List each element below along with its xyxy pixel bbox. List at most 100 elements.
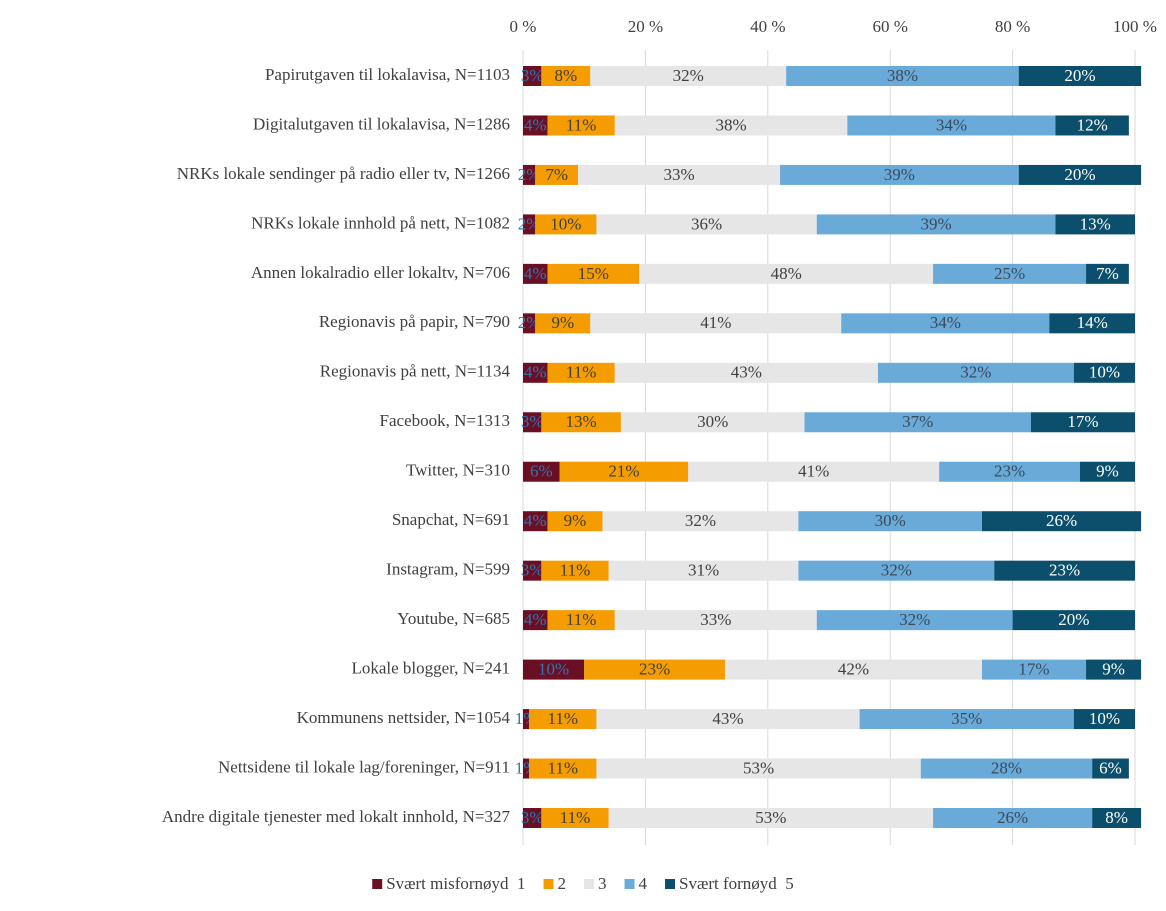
- data-label: 10%: [1089, 363, 1120, 382]
- data-label: 9%: [551, 313, 574, 332]
- data-label: 2%: [518, 313, 541, 332]
- legend-label: 3: [598, 874, 607, 893]
- y-tick-label: Regionavis på papir, N=790: [319, 312, 510, 331]
- data-label: 41%: [700, 313, 731, 332]
- data-label: 34%: [930, 313, 961, 332]
- bar-segment: [523, 214, 536, 235]
- bar-segment: [614, 610, 817, 631]
- bar-segment: [1092, 758, 1129, 779]
- legend-label: Svært misfornøyd 1: [386, 874, 525, 893]
- data-label: 7%: [545, 165, 568, 184]
- data-label: 20%: [1058, 610, 1089, 629]
- data-label: 9%: [1102, 660, 1125, 679]
- bar-segment: [578, 164, 781, 185]
- bar-segment: [596, 758, 921, 779]
- bar-segment: [1073, 709, 1135, 730]
- data-label: 9%: [564, 511, 587, 530]
- data-label: 3%: [521, 808, 544, 827]
- x-tick-label: 80 %: [995, 17, 1030, 36]
- bar-segment: [535, 313, 591, 334]
- bar-segment: [798, 511, 982, 532]
- bar-segment: [939, 461, 1080, 482]
- legend-swatch: [624, 879, 635, 889]
- x-tick-label: 100 %: [1113, 17, 1157, 36]
- x-tick-label: 0 %: [510, 17, 537, 36]
- data-label: 42%: [838, 660, 869, 679]
- data-label: 41%: [798, 462, 829, 481]
- bar-segment: [614, 362, 878, 383]
- bar-segment: [596, 214, 817, 235]
- data-label: 6%: [1099, 758, 1122, 777]
- bar-segment: [535, 214, 597, 235]
- data-label: 32%: [881, 561, 912, 580]
- bar-segment: [877, 362, 1074, 383]
- data-label: 10%: [550, 214, 581, 233]
- bar-segment: [523, 263, 548, 284]
- data-label: 11%: [548, 709, 579, 728]
- data-label: 34%: [936, 115, 967, 134]
- y-tick-label: NRKs lokale sendinger på radio eller tv,…: [177, 164, 510, 183]
- data-label: 8%: [555, 66, 578, 85]
- x-tick-label: 40 %: [750, 17, 785, 36]
- bar-segment: [541, 808, 609, 828]
- data-label: 4%: [524, 610, 547, 629]
- data-label: 32%: [673, 66, 704, 85]
- bar-segment: [529, 758, 597, 779]
- bar-segment: [602, 511, 799, 532]
- bar-segment: [584, 659, 725, 680]
- data-label: 11%: [566, 610, 597, 629]
- x-tick-label: 60 %: [872, 17, 907, 36]
- data-label: 36%: [691, 214, 722, 233]
- bar-segment: [608, 560, 799, 581]
- data-label: 20%: [1064, 66, 1095, 85]
- bar-segment: [1073, 362, 1135, 383]
- data-label: 32%: [899, 610, 930, 629]
- legend-label: Svært fornøyd 5: [679, 874, 794, 893]
- data-label: 38%: [887, 66, 918, 85]
- bar-segment: [1030, 412, 1135, 433]
- data-label: 11%: [560, 808, 591, 827]
- y-tick-label: Instagram, N=599: [386, 560, 510, 579]
- data-label: 30%: [697, 412, 728, 431]
- bar-segment: [523, 659, 585, 680]
- data-label: 32%: [685, 511, 716, 530]
- data-label: 13%: [566, 412, 597, 431]
- data-label: 2%: [518, 214, 541, 233]
- bar-segment: [816, 214, 1056, 235]
- bar-segment: [590, 313, 842, 334]
- data-label: 15%: [578, 264, 609, 283]
- data-label: 8%: [1105, 808, 1128, 827]
- data-label: 33%: [663, 165, 694, 184]
- data-label: 23%: [1049, 561, 1080, 580]
- bar-segment: [523, 362, 548, 383]
- data-label: 33%: [700, 610, 731, 629]
- bar-segment: [523, 412, 542, 433]
- data-label: 7%: [1096, 264, 1119, 283]
- data-label: 6%: [530, 462, 553, 481]
- y-tick-label: Andre digitale tjenester med lokalt innh…: [162, 807, 511, 826]
- data-label: 23%: [639, 660, 670, 679]
- data-label: 43%: [712, 709, 743, 728]
- legend-swatch: [543, 879, 554, 889]
- bar-segment: [798, 560, 995, 581]
- bar-segment: [523, 66, 542, 86]
- bar-segment: [535, 164, 579, 185]
- data-label: 53%: [755, 808, 786, 827]
- bar-segment: [804, 412, 1031, 433]
- bar-segment: [859, 709, 1074, 730]
- data-label: 39%: [884, 165, 915, 184]
- legend-swatch: [584, 879, 595, 889]
- data-label: 9%: [1096, 462, 1119, 481]
- data-label: 3%: [521, 66, 544, 85]
- data-label: 4%: [524, 363, 547, 382]
- bar-segment: [547, 610, 615, 631]
- data-label: 10%: [538, 660, 569, 679]
- y-tick-label: Snapchat, N=691: [392, 510, 510, 529]
- data-label: 17%: [1018, 660, 1049, 679]
- bar-segment: [590, 66, 787, 86]
- y-tick-label: Nettsidene til lokale lag/foreninger, N=…: [218, 757, 510, 776]
- legend-swatch: [372, 879, 383, 889]
- data-label: 38%: [715, 115, 746, 134]
- legend-label: 2: [558, 874, 567, 893]
